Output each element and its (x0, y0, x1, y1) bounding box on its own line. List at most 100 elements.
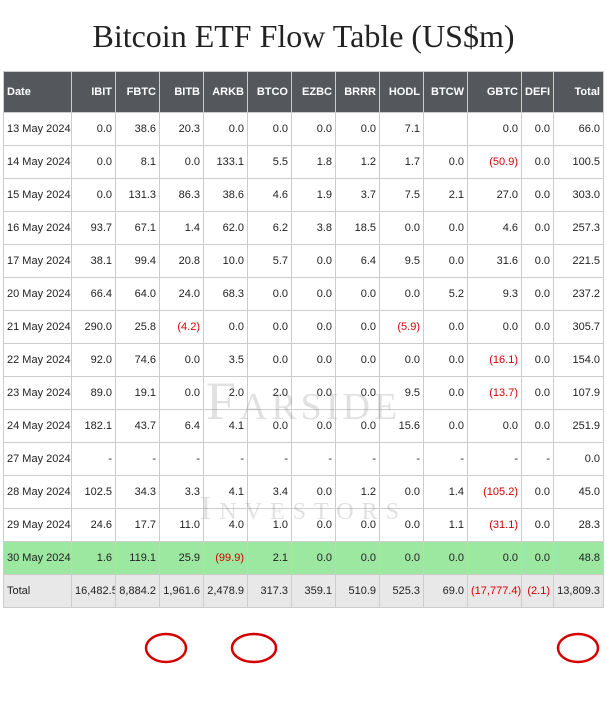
value-cell: 0.0 (522, 212, 554, 245)
table-header-row: DateIBITFBTCBITBARKBBTCOEZBCBRRRHODLBTCW… (4, 72, 604, 113)
value-cell: 0.0 (292, 311, 336, 344)
value-cell: - (204, 443, 248, 476)
value-cell: 3.7 (336, 179, 380, 212)
value-cell: 4.6 (248, 179, 292, 212)
value-cell: (4.2) (160, 311, 204, 344)
value-cell: (105.2) (468, 476, 522, 509)
value-cell: 133.1 (204, 146, 248, 179)
value-cell: 290.0 (72, 311, 116, 344)
value-cell: 48.8 (554, 542, 604, 575)
date-cell: 30 May 2024 (4, 542, 72, 575)
value-cell: 0.0 (468, 542, 522, 575)
date-cell: 17 May 2024 (4, 245, 72, 278)
value-cell: 67.1 (116, 212, 160, 245)
value-cell: 182.1 (72, 410, 116, 443)
value-cell: 0.0 (72, 113, 116, 146)
value-cell: 221.5 (554, 245, 604, 278)
value-cell: 68.3 (204, 278, 248, 311)
value-cell: (31.1) (468, 509, 522, 542)
value-cell: 5.7 (248, 245, 292, 278)
value-cell: (16.1) (468, 344, 522, 377)
value-cell: 119.1 (116, 542, 160, 575)
value-cell: 25.8 (116, 311, 160, 344)
value-cell: 0.0 (336, 113, 380, 146)
value-cell: 0.0 (522, 278, 554, 311)
value-cell: 66.0 (554, 113, 604, 146)
value-cell: 2.0 (204, 377, 248, 410)
table-row: 27 May 2024-----------0.0 (4, 443, 604, 476)
date-cell: 29 May 2024 (4, 509, 72, 542)
value-cell: 0.0 (380, 542, 424, 575)
value-cell: 100.5 (554, 146, 604, 179)
value-cell: 9.5 (380, 245, 424, 278)
value-cell: 18.5 (336, 212, 380, 245)
value-cell: - (292, 443, 336, 476)
value-cell: 0.0 (292, 377, 336, 410)
value-cell: 0.0 (522, 113, 554, 146)
date-cell: 21 May 2024 (4, 311, 72, 344)
value-cell: (13.7) (468, 377, 522, 410)
table-header-cell: DEFI (522, 72, 554, 113)
value-cell: - (248, 443, 292, 476)
table-header-cell: IBIT (72, 72, 116, 113)
value-cell: 4.1 (204, 410, 248, 443)
date-cell: 28 May 2024 (4, 476, 72, 509)
value-cell: 19.1 (116, 377, 160, 410)
value-cell: 31.6 (468, 245, 522, 278)
value-cell: 2.0 (248, 377, 292, 410)
value-cell: 0.0 (522, 476, 554, 509)
value-cell: 64.0 (116, 278, 160, 311)
value-cell: (50.9) (468, 146, 522, 179)
value-cell: 8.1 (116, 146, 160, 179)
value-cell: 154.0 (554, 344, 604, 377)
table-row: 22 May 202492.074.60.03.50.00.00.00.00.0… (4, 344, 604, 377)
value-cell: - (424, 443, 468, 476)
date-cell: 22 May 2024 (4, 344, 72, 377)
value-cell: 8,884.2 (116, 575, 160, 608)
value-cell: 0.0 (380, 212, 424, 245)
table-header-cell: BITB (160, 72, 204, 113)
value-cell: 0.0 (204, 311, 248, 344)
date-cell: 24 May 2024 (4, 410, 72, 443)
value-cell: 1.9 (292, 179, 336, 212)
value-cell: 359.1 (292, 575, 336, 608)
value-cell: 0.0 (380, 476, 424, 509)
value-cell: 17.7 (116, 509, 160, 542)
table-header-cell: FBTC (116, 72, 160, 113)
value-cell: 11.0 (160, 509, 204, 542)
value-cell: 0.0 (380, 509, 424, 542)
value-cell: (2.1) (522, 575, 554, 608)
value-cell: 7.5 (380, 179, 424, 212)
value-cell: 0.0 (380, 344, 424, 377)
value-cell: 4.6 (468, 212, 522, 245)
value-cell: 24.0 (160, 278, 204, 311)
value-cell: 131.3 (116, 179, 160, 212)
value-cell: 0.0 (292, 344, 336, 377)
value-cell: 102.5 (72, 476, 116, 509)
value-cell: 0.0 (160, 344, 204, 377)
date-cell: 27 May 2024 (4, 443, 72, 476)
table-row: 20 May 202466.464.024.068.30.00.00.00.05… (4, 278, 604, 311)
value-cell: 0.0 (248, 113, 292, 146)
value-cell: 2,478.9 (204, 575, 248, 608)
table-row: 29 May 202424.617.711.04.01.00.00.00.01.… (4, 509, 604, 542)
date-cell: 20 May 2024 (4, 278, 72, 311)
value-cell: 13,809.3 (554, 575, 604, 608)
value-cell: 0.0 (292, 113, 336, 146)
value-cell: 0.0 (72, 179, 116, 212)
table-row: 14 May 20240.08.10.0133.15.51.81.21.70.0… (4, 146, 604, 179)
value-cell: 1.1 (424, 509, 468, 542)
value-cell: 305.7 (554, 311, 604, 344)
value-cell: 107.9 (554, 377, 604, 410)
value-cell: 1.2 (336, 146, 380, 179)
value-cell: 74.6 (116, 344, 160, 377)
value-cell: 0.0 (336, 278, 380, 311)
value-cell: 89.0 (72, 377, 116, 410)
date-cell: 15 May 2024 (4, 179, 72, 212)
value-cell: 0.0 (522, 146, 554, 179)
value-cell: 0.0 (292, 410, 336, 443)
value-cell: 257.3 (554, 212, 604, 245)
value-cell: 0.0 (522, 542, 554, 575)
value-cell: 25.9 (160, 542, 204, 575)
table-header-cell: Date (4, 72, 72, 113)
